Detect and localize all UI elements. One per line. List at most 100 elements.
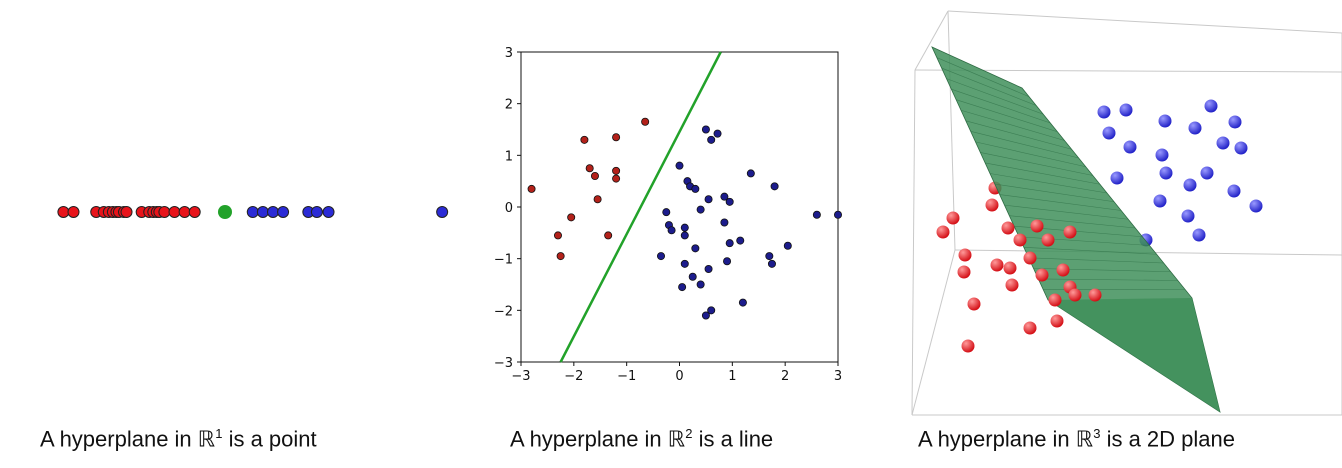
- point-red-12: [1003, 261, 1017, 275]
- point-blue-1: [256, 206, 269, 218]
- plane-grid-line: [980, 152, 1093, 176]
- point-blue-1: [1119, 103, 1133, 117]
- point-blue-5: [310, 206, 323, 218]
- point-darkred-0: [527, 184, 536, 193]
- plane-grid-line: [989, 173, 1108, 194]
- box-edge: [911, 249, 956, 416]
- plane-grid-line: [994, 183, 1115, 203]
- y-tick-label: −2: [494, 304, 513, 319]
- x-tick-label: 1: [728, 369, 736, 384]
- point-blue-17: [1153, 194, 1167, 208]
- point-red-22: [1023, 321, 1037, 335]
- point-blue-7: [436, 206, 449, 218]
- caption-r3-prefix: A hyperplane in: [918, 426, 1076, 452]
- point-blue-0: [1097, 105, 1111, 119]
- point-blue-4: [1228, 115, 1242, 129]
- plane-grid-line: [985, 162, 1100, 185]
- point-red-23: [1050, 314, 1064, 328]
- plane-grid-line: [951, 88, 1051, 124]
- point-darkred-6: [612, 166, 621, 175]
- caption-r2-prefix: A hyperplane in: [510, 426, 668, 452]
- point-red-0: [57, 206, 70, 218]
- plane-grid-line: [1023, 246, 1157, 255]
- point-red-17: [1005, 278, 1019, 292]
- y-tick-label: 1: [505, 149, 513, 164]
- plot-frame: [520, 51, 839, 363]
- point-darkred-10: [604, 231, 613, 240]
- plane-grid-line: [1028, 257, 1164, 264]
- point-blue-0: [246, 206, 259, 218]
- hyperplane-tail: [1048, 298, 1220, 412]
- point-navy-30: [657, 252, 666, 261]
- point-navy-21: [770, 182, 779, 191]
- plane-grid-line: [946, 78, 1044, 115]
- caption-r1: A hyperplane in ℝ1 is a point: [40, 426, 317, 452]
- panel-r1: A hyperplane in ℝ1 is a point: [0, 0, 460, 468]
- hyperplane-line: [559, 51, 722, 363]
- x-tick-label: −1: [617, 369, 636, 384]
- box-edge: [947, 10, 1342, 34]
- point-red-3: [936, 225, 950, 239]
- point-navy-13: [680, 223, 689, 232]
- x-tick-label: −3: [511, 369, 530, 384]
- caption-r2-suffix: is a line: [692, 426, 774, 452]
- point-red-10: [957, 265, 971, 279]
- box-edge: [947, 10, 956, 251]
- point-red-7: [1041, 233, 1055, 247]
- point-red-2: [946, 211, 960, 225]
- plane-grid-line: [975, 141, 1086, 168]
- point-red-14: [1035, 268, 1049, 282]
- point-red-1: [67, 206, 80, 218]
- x-tick-label: −2: [564, 369, 583, 384]
- point-navy-15: [667, 226, 676, 235]
- point-navy-22: [812, 210, 821, 219]
- point-darkred-9: [567, 213, 576, 222]
- caption-r3-space: ℝ: [1075, 426, 1094, 452]
- caption-r3: A hyperplane in ℝ3 is a 2D plane: [918, 426, 1235, 452]
- caption-r2-space: ℝ: [667, 426, 686, 452]
- point-red-20: [1068, 288, 1082, 302]
- plane-grid-line: [956, 99, 1058, 133]
- point-navy-7: [662, 208, 671, 217]
- r1-number-line-plot: [57, 205, 449, 219]
- plane-grid-line: [1018, 236, 1150, 246]
- point-red-13: [1023, 251, 1037, 265]
- caption-r1-space: ℝ: [197, 426, 216, 452]
- box-edge: [914, 69, 1342, 73]
- point-darkred-8: [593, 195, 602, 204]
- point-navy-9: [720, 192, 729, 201]
- panel-r2: −3 −2 −1 0 1 2 3 −3 −2 −1 0 1 2 3 A hyperplane in ℝ2 …: [480, 0, 880, 468]
- point-darkred-4: [585, 164, 594, 173]
- point-blue-18: [1181, 209, 1195, 223]
- point-darkred-2: [612, 133, 621, 142]
- point-navy-29: [680, 259, 689, 268]
- point-navy-0: [701, 125, 710, 134]
- point-blue-9: [1234, 141, 1248, 155]
- plane-grid-line: [999, 194, 1122, 211]
- plane-grid-line: [1033, 268, 1171, 273]
- point-blue-13: [1200, 166, 1214, 180]
- point-navy-27: [723, 257, 732, 266]
- point-red-16: [168, 206, 181, 218]
- caption-r1-suffix: is a point: [222, 426, 317, 452]
- point-navy-31: [688, 272, 697, 281]
- point-red-19: [1048, 293, 1062, 307]
- point-navy-32: [678, 283, 687, 292]
- y-tick-label: −1: [494, 253, 513, 268]
- point-darkred-11: [553, 231, 562, 240]
- plane-grid-line: [936, 57, 1030, 98]
- point-red-8: [1063, 225, 1077, 239]
- point-red-5: [1013, 233, 1027, 247]
- plane-grid-line: [1004, 204, 1129, 220]
- point-navy-1: [707, 135, 716, 144]
- y-tick-label: 3: [505, 46, 513, 61]
- plane-grid-line: [1038, 278, 1178, 281]
- plane-grid-line: [965, 120, 1072, 150]
- point-darkred-3: [641, 117, 650, 126]
- point-navy-20: [746, 169, 755, 178]
- plane-grid-line: [970, 131, 1079, 159]
- point-navy-19: [736, 236, 745, 245]
- y-tick-label: −3: [494, 356, 513, 371]
- point-blue-10: [1155, 148, 1169, 162]
- point-navy-17: [725, 239, 734, 248]
